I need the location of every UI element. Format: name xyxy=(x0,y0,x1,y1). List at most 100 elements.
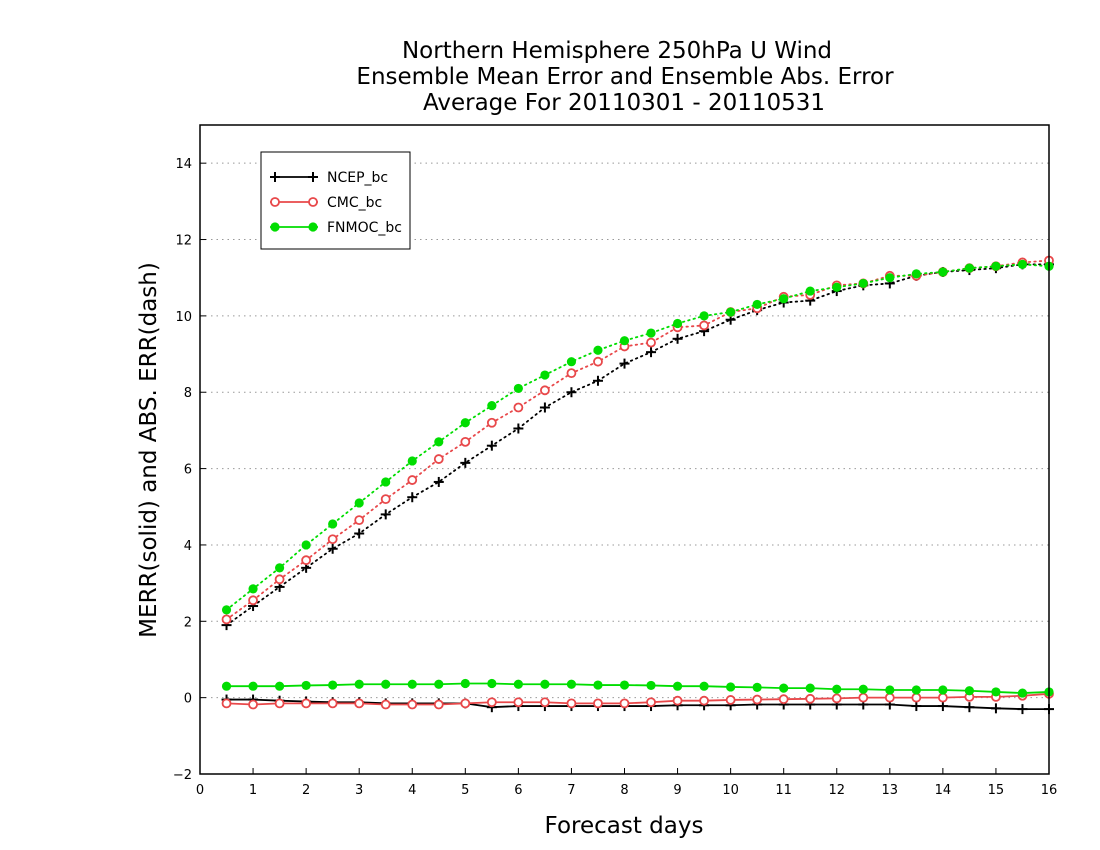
plus-marker xyxy=(964,702,975,713)
plus-marker xyxy=(513,423,524,434)
filled-circle-marker xyxy=(274,681,285,691)
series-layer xyxy=(221,255,1054,715)
open-circle-marker xyxy=(513,697,524,708)
filled-circle-marker xyxy=(381,477,391,487)
y-tick-label: 8 xyxy=(184,386,192,401)
open-circle-marker xyxy=(354,698,365,709)
open-circle-marker xyxy=(301,555,312,566)
open-circle-marker xyxy=(805,693,816,704)
filled-circle-marker xyxy=(832,684,842,694)
filled-circle-marker xyxy=(308,222,318,232)
x-tick-label: 3 xyxy=(355,783,363,798)
open-circle-marker xyxy=(566,698,577,709)
filled-circle-marker xyxy=(593,680,603,690)
legend-label: NCEP_bc xyxy=(327,170,388,186)
filled-circle-marker xyxy=(779,683,789,693)
plus-marker xyxy=(327,543,338,554)
plot-frame xyxy=(199,124,1050,775)
open-circle-marker xyxy=(619,698,630,709)
filled-circle-marker xyxy=(805,683,815,693)
x-tick-label: 15 xyxy=(988,783,1005,798)
open-circle-marker xyxy=(248,699,258,710)
filled-circle-marker xyxy=(221,605,232,615)
open-circle-marker xyxy=(593,698,603,709)
filled-circle-marker xyxy=(699,681,709,691)
filled-circle-marker xyxy=(752,299,762,310)
filled-circle-marker xyxy=(328,519,338,529)
open-circle-marker xyxy=(433,699,444,710)
open-circle-marker xyxy=(274,698,285,709)
filled-circle-marker xyxy=(354,679,364,689)
chart-title-line-3: Average For 20110301 - 20110531 xyxy=(423,90,825,116)
open-circle-marker xyxy=(221,698,232,709)
filled-circle-marker xyxy=(672,318,683,329)
filled-circle-marker xyxy=(434,437,444,447)
filled-circle-marker xyxy=(487,400,497,411)
open-circle-marker xyxy=(937,692,948,703)
x-tick-label: 13 xyxy=(882,783,899,798)
filled-circle-marker xyxy=(699,311,709,321)
filled-circle-marker xyxy=(619,336,630,346)
open-circle-marker xyxy=(407,699,418,710)
open-circle-marker xyxy=(380,699,391,710)
plus-marker xyxy=(566,387,577,398)
x-tick-label: 5 xyxy=(461,783,469,798)
open-circle-marker xyxy=(308,197,318,207)
y-axis-label: MERR(solid) and ABS. ERR(dash) xyxy=(136,262,162,638)
filled-circle-marker xyxy=(274,563,285,573)
series-ncep-bc xyxy=(221,259,1054,715)
filled-circle-marker xyxy=(646,328,656,338)
legend-entry-fnmoc-bc: FNMOC_bc xyxy=(270,220,402,236)
plus-marker xyxy=(990,703,1001,714)
y-tick-label: 4 xyxy=(184,539,192,554)
filled-circle-marker xyxy=(991,261,1001,271)
open-circle-marker xyxy=(593,356,603,367)
open-circle-marker xyxy=(540,697,550,708)
open-circle-marker xyxy=(699,695,709,706)
plus-marker xyxy=(460,457,471,468)
filled-circle-marker xyxy=(619,680,630,690)
chart-title: Northern Hemisphere 250hPa U Wind Ensemb… xyxy=(356,38,894,116)
plus-marker xyxy=(380,509,391,520)
x-tick-label: 1 xyxy=(249,783,257,798)
x-tick-label: 8 xyxy=(620,783,628,798)
filled-circle-marker xyxy=(805,286,815,296)
open-circle-marker xyxy=(380,494,391,505)
open-circle-marker xyxy=(699,320,709,331)
filled-circle-marker xyxy=(566,679,577,689)
filled-circle-marker xyxy=(407,456,417,466)
open-circle-marker xyxy=(407,475,418,485)
mean-error-line xyxy=(226,692,1050,706)
filled-circle-marker xyxy=(381,679,391,689)
filled-circle-marker xyxy=(726,307,736,317)
open-circle-marker xyxy=(566,368,577,379)
x-tick-label: 9 xyxy=(673,783,681,798)
plus-marker xyxy=(646,347,657,358)
y-tick-label: 2 xyxy=(184,615,192,630)
chart-title-line-1: Northern Hemisphere 250hPa U Wind xyxy=(402,38,832,64)
x-tick-label: 2 xyxy=(302,783,310,798)
filled-circle-marker xyxy=(513,383,523,394)
filled-circle-marker xyxy=(885,273,895,283)
filled-circle-marker xyxy=(513,679,523,689)
filled-circle-marker xyxy=(672,681,683,691)
filled-circle-marker xyxy=(270,222,280,232)
filled-circle-marker xyxy=(938,685,948,695)
plus-marker xyxy=(619,358,630,369)
filled-circle-marker xyxy=(301,540,311,550)
filled-circle-marker xyxy=(964,263,975,273)
plus-marker xyxy=(407,492,418,503)
open-circle-marker xyxy=(884,692,895,703)
abs-error-line xyxy=(225,263,1050,611)
open-circle-marker xyxy=(270,197,280,207)
filled-circle-marker xyxy=(911,685,921,695)
plus-marker xyxy=(308,172,318,182)
abs-error-line xyxy=(225,263,1050,627)
legend-label: FNMOC_bc xyxy=(327,220,402,236)
x-tick-label: 4 xyxy=(408,783,416,798)
filled-circle-marker xyxy=(540,679,550,689)
open-circle-marker xyxy=(752,694,763,705)
mean-error-line xyxy=(226,682,1050,694)
filled-circle-marker xyxy=(832,282,842,292)
